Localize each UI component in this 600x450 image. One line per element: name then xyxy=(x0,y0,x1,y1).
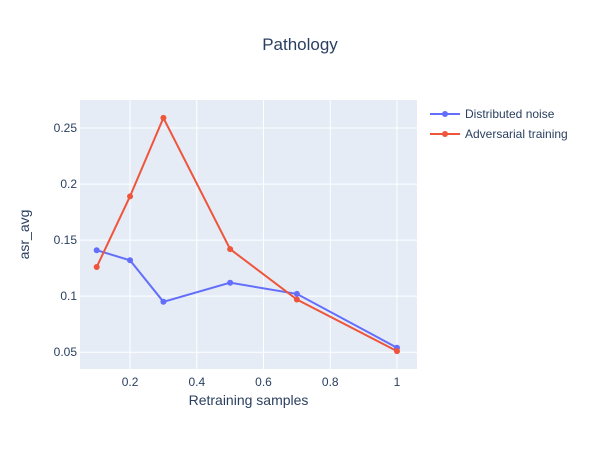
x-tick-label: 1 xyxy=(394,375,401,389)
data-point[interactable] xyxy=(393,348,400,355)
series-layer xyxy=(93,114,400,355)
data-point[interactable] xyxy=(127,257,134,264)
data-point[interactable] xyxy=(160,114,167,121)
chart-title: Pathology xyxy=(262,35,338,54)
legend-marker xyxy=(442,131,448,137)
series-1 xyxy=(93,114,400,355)
data-point[interactable] xyxy=(227,246,234,253)
y-tick-label: 0.05 xyxy=(54,345,78,359)
plot-area xyxy=(80,100,417,369)
y-tick-label: 0.1 xyxy=(60,289,77,303)
data-point[interactable] xyxy=(293,296,300,303)
data-point[interactable] xyxy=(293,290,300,297)
x-tick-label: 0.8 xyxy=(322,375,339,389)
legend-item[interactable]: Distributed noise xyxy=(430,107,555,121)
x-tick-label: 0.4 xyxy=(188,375,205,389)
grid-lines xyxy=(80,100,417,369)
x-axis-ticks: 0.2 0.4 0.6 0.8 1 xyxy=(122,375,401,389)
series-0 xyxy=(93,247,400,351)
data-point[interactable] xyxy=(160,298,167,305)
data-point[interactable] xyxy=(227,279,234,286)
legend-label: Distributed noise xyxy=(465,107,555,121)
y-axis-ticks: 0.05 0.1 0.15 0.2 0.25 xyxy=(54,121,78,359)
legend[interactable]: Distributed noise Adversarial training xyxy=(430,107,568,141)
y-tick-label: 0.15 xyxy=(54,233,78,247)
y-axis-title: asr_avg xyxy=(16,210,32,260)
legend-marker xyxy=(442,111,448,117)
data-point[interactable] xyxy=(93,264,100,271)
series-line xyxy=(95,115,398,352)
y-tick-label: 0.2 xyxy=(60,177,77,191)
data-point[interactable] xyxy=(93,247,100,254)
legend-item[interactable]: Adversarial training xyxy=(430,127,568,141)
x-tick-label: 0.2 xyxy=(122,375,139,389)
series-line xyxy=(96,249,398,349)
data-point[interactable] xyxy=(127,193,134,200)
x-axis-title: Retraining samples xyxy=(189,392,309,408)
legend-label: Adversarial training xyxy=(465,127,568,141)
y-tick-label: 0.25 xyxy=(54,121,78,135)
x-tick-label: 0.6 xyxy=(255,375,272,389)
